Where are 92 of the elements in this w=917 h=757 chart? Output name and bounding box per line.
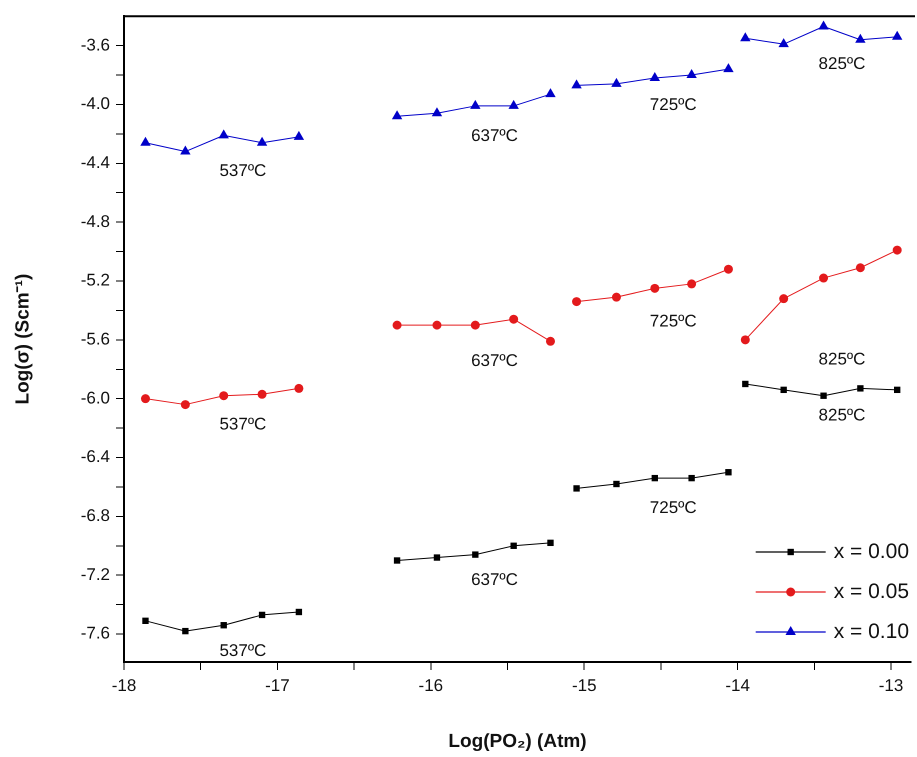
annotation: 725ºC: [650, 311, 697, 330]
y-tick-label: -7.2: [80, 564, 110, 584]
point: [856, 263, 865, 272]
point: [892, 30, 902, 40]
point: [219, 391, 228, 400]
point: [688, 474, 695, 482]
y-tick-label: -6.4: [80, 447, 110, 466]
point: [573, 485, 580, 492]
point: [547, 540, 554, 546]
y-tick-label: -5.6: [80, 330, 110, 349]
x-tick-label: -16: [418, 676, 444, 695]
annotation: 825ºC: [818, 405, 866, 424]
point: [394, 557, 400, 564]
y-axis-title: Log(σ) (Scm⁻¹): [12, 274, 34, 405]
point: [723, 63, 734, 72]
point: [470, 100, 481, 109]
x-tick-label: -13: [878, 676, 904, 695]
point: [392, 320, 402, 330]
x-tick-label: -18: [112, 676, 136, 695]
point: [742, 380, 748, 388]
point: [545, 88, 556, 98]
point: [780, 386, 787, 394]
y-tick-label: -5.2: [80, 270, 110, 290]
point: [611, 78, 622, 87]
y-tick-label: -4.4: [80, 152, 110, 172]
x-tick-label: -14: [725, 676, 750, 695]
point: [180, 146, 191, 155]
point: [571, 79, 582, 88]
legend-label: x = 0.00: [834, 540, 910, 563]
point: [294, 384, 304, 393]
y-tick-label: -3.6: [80, 35, 110, 54]
point: [778, 38, 789, 48]
point: [652, 474, 658, 482]
y-tick-label: -6.0: [80, 388, 110, 408]
point: [724, 264, 733, 274]
annotation: 637ºC: [471, 350, 518, 370]
point: [510, 542, 517, 549]
point: [779, 294, 788, 304]
annotation: 537ºC: [219, 161, 266, 180]
annotation: 725ºC: [650, 95, 697, 114]
annotation: 825ºC: [818, 350, 866, 369]
point: [220, 622, 227, 628]
point: [650, 284, 660, 293]
y-tick-label: -6.8: [80, 506, 110, 526]
point: [855, 34, 866, 43]
point: [294, 130, 304, 140]
point: [218, 129, 229, 138]
point: [740, 32, 751, 42]
y-tick-label: -7.6: [80, 624, 110, 643]
annotation: 825ºC: [818, 54, 866, 73]
annotation: 637ºC: [471, 570, 518, 590]
point: [180, 400, 190, 410]
point: [819, 274, 828, 283]
point: [432, 107, 442, 116]
x-tick-label: -15: [572, 676, 597, 695]
point: [472, 551, 478, 558]
point: [546, 336, 555, 346]
point: [392, 110, 402, 120]
annotation: 537ºC: [219, 414, 266, 434]
legend-label: x = 0.05: [834, 580, 910, 603]
point: [857, 385, 864, 392]
point: [572, 297, 582, 306]
y-tick-label: -4.0: [80, 94, 110, 114]
point: [894, 386, 900, 394]
point: [140, 136, 151, 146]
point: [258, 612, 266, 618]
point: [296, 608, 302, 616]
legend-label: x = 0.10: [834, 620, 910, 643]
annotation: 725ºC: [650, 498, 697, 518]
point: [650, 72, 660, 81]
point: [725, 469, 732, 476]
point: [687, 279, 696, 288]
point: [432, 320, 442, 330]
point: [140, 394, 150, 404]
point: [818, 20, 829, 30]
y-tick-label: -4.8: [80, 212, 110, 231]
point: [258, 390, 267, 399]
annotation: 537ºC: [219, 640, 266, 660]
point: [509, 314, 518, 324]
point: [256, 136, 268, 146]
point: [612, 292, 621, 302]
point: [470, 320, 480, 330]
point: [820, 392, 827, 399]
point: [142, 618, 149, 624]
point: [182, 628, 189, 634]
annotation: 637ºC: [471, 126, 518, 145]
x-axis-title: Log(PO₂) (Atm): [448, 730, 587, 752]
point: [740, 335, 750, 344]
point: [686, 69, 697, 78]
x-tick-label: -17: [265, 676, 290, 695]
point: [892, 246, 902, 255]
point: [508, 100, 519, 109]
